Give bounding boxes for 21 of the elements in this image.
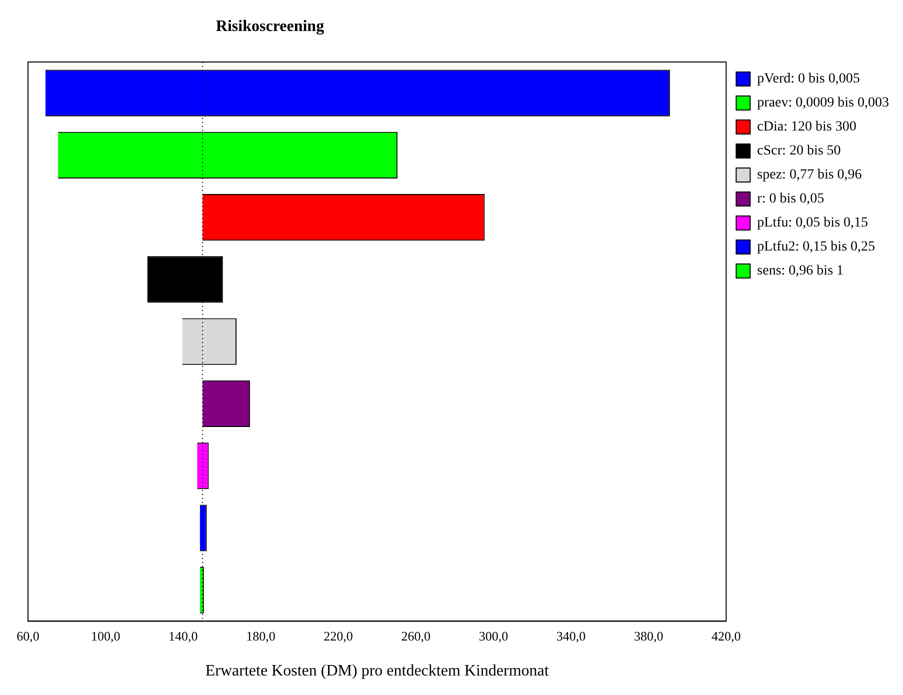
legend-label: spez: 0,77 bis 0,96 bbox=[757, 168, 862, 183]
x-axis-title: Erwartete Kosten (DM) pro entdecktem Kindermonat bbox=[205, 662, 550, 680]
x-tick-label: 220,0 bbox=[324, 628, 353, 644]
x-tick-label: 380,0 bbox=[634, 628, 664, 644]
x-tick-label: 100,0 bbox=[90, 628, 120, 644]
x-tick-label: 140,0 bbox=[168, 628, 198, 644]
legend-label: pLtfu2: 0,15 bis 0,25 bbox=[757, 240, 876, 255]
legend-label: cDia: 120 bis 300 bbox=[757, 120, 856, 135]
x-tick-label: 340,0 bbox=[556, 628, 586, 644]
x-tick-label: 260,0 bbox=[401, 628, 431, 644]
legend-label: praev: 0,0009 bis 0,003 bbox=[757, 96, 890, 111]
legend-label: r: 0 bis 0,05 bbox=[757, 192, 824, 207]
x-tick-label: 180,0 bbox=[246, 628, 276, 644]
x-tick-label: 420,0 bbox=[712, 628, 741, 644]
x-tick-label: 60,0 bbox=[16, 628, 40, 644]
legend-label: pLtfu: 0,05 bis 0,15 bbox=[757, 216, 868, 231]
legend-label: cScr: 20 bis 50 bbox=[757, 144, 841, 159]
x-tick-label: 300,0 bbox=[478, 628, 508, 644]
legend-label: sens: 0,96 bis 1 bbox=[757, 264, 844, 279]
chart-title: Risikoscreening bbox=[214, 18, 326, 36]
legend-label: pVerd: 0 bis 0,005 bbox=[757, 72, 860, 87]
